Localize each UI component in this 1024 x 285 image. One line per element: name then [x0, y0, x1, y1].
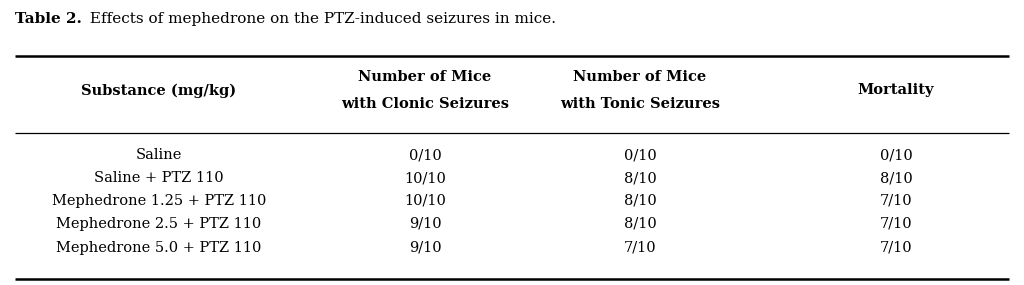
Text: 9/10: 9/10 [409, 241, 441, 255]
Text: Saline: Saline [135, 148, 182, 162]
Text: Number of Mice: Number of Mice [573, 70, 707, 84]
Text: Number of Mice: Number of Mice [358, 70, 492, 84]
Text: with Clonic Seizures: with Clonic Seizures [341, 97, 509, 111]
Text: 7/10: 7/10 [880, 217, 912, 231]
Text: Mephedrone 2.5 + PTZ 110: Mephedrone 2.5 + PTZ 110 [56, 217, 261, 231]
Text: 0/10: 0/10 [880, 148, 912, 162]
Text: Substance (mg/kg): Substance (mg/kg) [81, 83, 237, 98]
Text: 0/10: 0/10 [624, 148, 656, 162]
Text: 8/10: 8/10 [624, 217, 656, 231]
Text: 8/10: 8/10 [880, 171, 912, 185]
Text: Mephedrone 5.0 + PTZ 110: Mephedrone 5.0 + PTZ 110 [56, 241, 261, 255]
Text: 8/10: 8/10 [624, 194, 656, 208]
Text: 7/10: 7/10 [880, 194, 912, 208]
Text: 7/10: 7/10 [624, 241, 656, 255]
Text: 10/10: 10/10 [404, 171, 445, 185]
Text: Table 2.: Table 2. [15, 11, 82, 26]
Text: 0/10: 0/10 [409, 148, 441, 162]
Text: Mortality: Mortality [858, 84, 934, 97]
Text: with Tonic Seizures: with Tonic Seizures [560, 97, 720, 111]
Text: 9/10: 9/10 [409, 217, 441, 231]
Text: 8/10: 8/10 [624, 171, 656, 185]
Text: Effects of mephedrone on the PTZ-induced seizures in mice.: Effects of mephedrone on the PTZ-induced… [85, 11, 556, 26]
Text: 10/10: 10/10 [404, 194, 445, 208]
Text: Mephedrone 1.25 + PTZ 110: Mephedrone 1.25 + PTZ 110 [51, 194, 266, 208]
Text: 7/10: 7/10 [880, 241, 912, 255]
Text: Saline + PTZ 110: Saline + PTZ 110 [94, 171, 223, 185]
